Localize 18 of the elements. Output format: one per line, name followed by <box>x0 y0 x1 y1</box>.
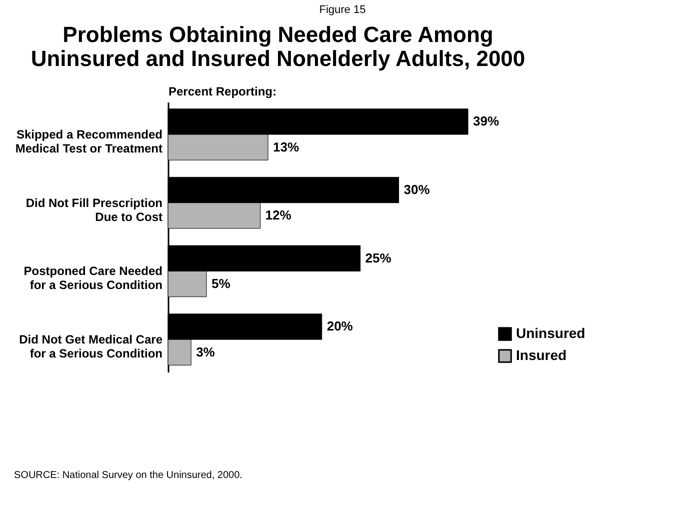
data-label: 25% <box>365 250 392 266</box>
data-label: 3% <box>196 344 216 360</box>
y-tick-label: Did Not Fill Prescription Due to Cost <box>26 196 162 224</box>
legend-label: Uninsured <box>516 325 586 341</box>
data-label: 5% <box>211 276 231 291</box>
x-axis-title: Percent Reporting: <box>168 84 277 98</box>
y-tick-label: Postponed Care Needed for a Serious Condition <box>24 264 162 292</box>
caption: Figure 15 <box>318 4 367 16</box>
data-label: 20% <box>326 318 354 334</box>
y-tick-label: Skipped a Recommended Medical Test or Treatment <box>15 127 162 156</box>
y-tick-label: Did Not Get Medical Care for a Serious Condition <box>19 332 163 361</box>
data-label: 39% <box>473 114 500 129</box>
data-label: 13% <box>273 139 300 154</box>
data-label: 30% <box>404 182 430 198</box>
data-label: 12% <box>265 208 292 223</box>
chart-title: Problems Obtaining Needed Care Among Uninsured and Insured Nonelderly Adults, 2000 <box>30 22 526 71</box>
source-note: SOURCE: National Survey on the Uninsured, 2000. <box>14 470 242 481</box>
legend-label: Insured <box>516 347 567 363</box>
